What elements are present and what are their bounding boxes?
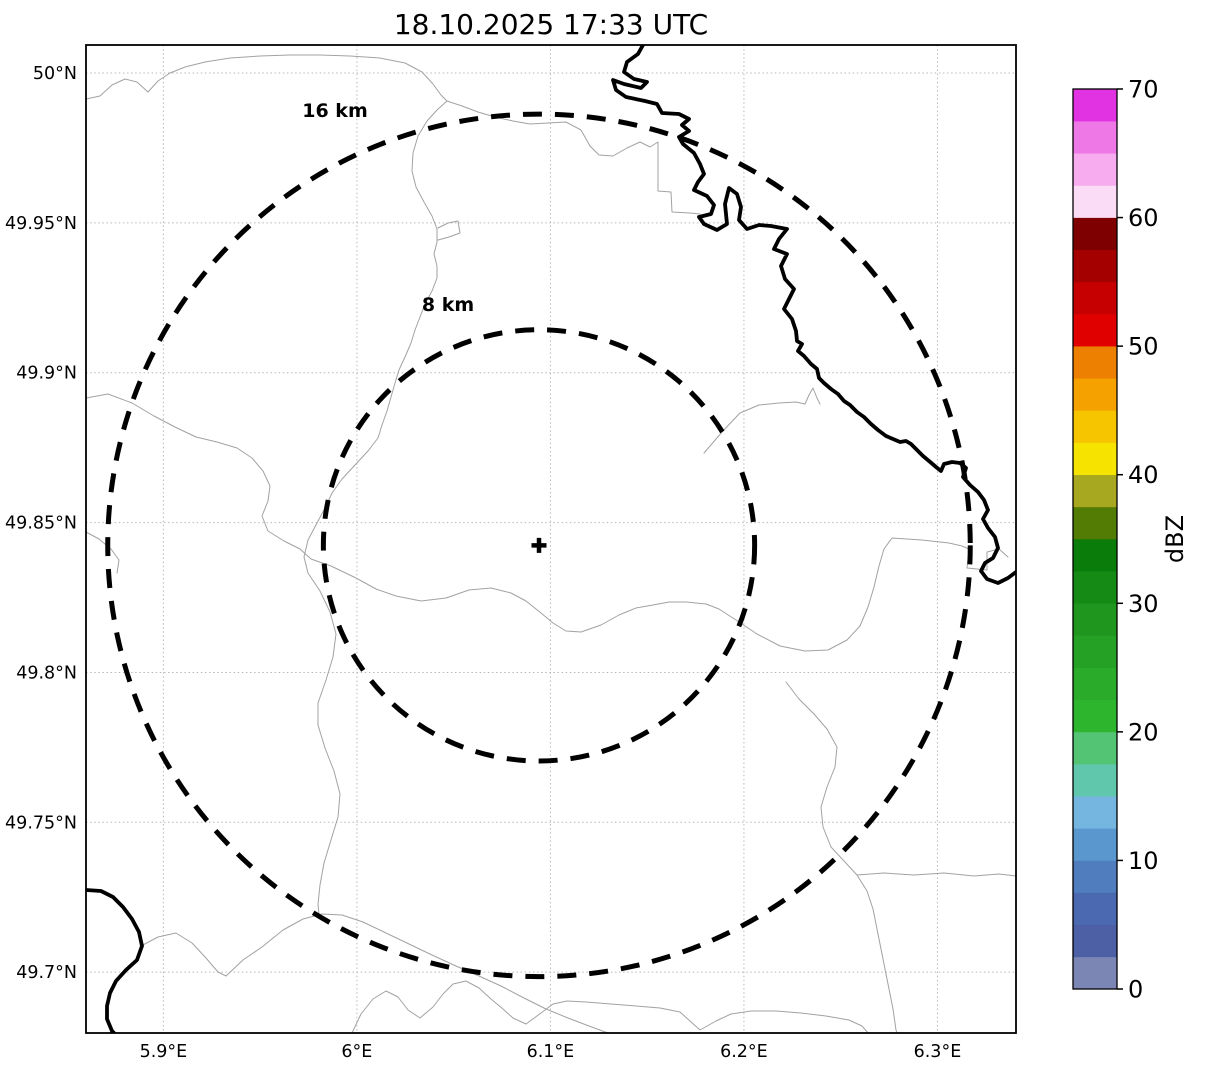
colorbar-cell	[1073, 442, 1117, 476]
colorbar-cell	[1073, 281, 1117, 315]
x-tick-label: 6.1°E	[527, 1042, 575, 1062]
colorbar-cell	[1073, 602, 1117, 636]
colorbar-tick-label: 60	[1128, 204, 1159, 232]
district-boundary-line	[703, 387, 821, 454]
colorbar-tick-label: 70	[1128, 76, 1159, 104]
colorbar-cell	[1073, 506, 1117, 540]
colorbar-cell	[1073, 827, 1117, 861]
colorbar-tick-label: 30	[1128, 590, 1159, 618]
district-boundary-line	[351, 980, 869, 1033]
colorbar-cell	[1073, 699, 1117, 733]
country-border-line	[611, 45, 1016, 585]
colorbar-unit-label: dBZ	[1161, 515, 1189, 563]
x-tick-label: 6.3°E	[914, 1042, 962, 1062]
colorbar-cell	[1073, 570, 1117, 604]
radar-center-marker	[531, 537, 547, 553]
map-frame	[85, 44, 1017, 1034]
district-boundary-line	[86, 531, 120, 574]
colorbar-cell	[1073, 474, 1117, 508]
colorbar-cell	[1073, 667, 1117, 701]
colorbar-tick-label: 50	[1128, 333, 1159, 361]
y-tick-label: 49.85°N	[5, 514, 77, 534]
colorbar-cell	[1073, 377, 1117, 411]
district-boundary-line	[437, 220, 461, 241]
colorbar-cell	[1073, 763, 1117, 797]
x-tick-label: 6°E	[341, 1042, 372, 1062]
colorbar-cell	[1073, 731, 1117, 765]
district-boundary-line	[140, 913, 609, 1033]
colorbar-cell	[1073, 313, 1117, 347]
district-boundary-line	[446, 100, 701, 215]
x-tick-label: 6.2°E	[720, 1042, 768, 1062]
range-ring-16km	[105, 111, 973, 980]
colorbar-tick-label: 20	[1128, 718, 1159, 746]
colorbar-cell	[1073, 410, 1117, 443]
colorbar-cell	[1073, 635, 1117, 668]
y-tick-label: 49.7°N	[16, 963, 77, 983]
colorbar-cell	[1073, 185, 1117, 218]
y-tick-label: 49.9°N	[16, 364, 77, 384]
colorbar-cell	[1073, 795, 1117, 829]
colorbar-cell	[1073, 152, 1117, 186]
colorbar-cell	[1073, 88, 1117, 122]
range-ring-label: 16 km	[302, 100, 368, 122]
range-ring-label: 8 km	[422, 294, 474, 316]
x-tick-label: 5.9°E	[140, 1042, 188, 1062]
y-tick-label: 49.8°N	[16, 663, 77, 683]
colorbar-cell	[1073, 892, 1117, 926]
colorbar-cell	[1073, 345, 1117, 379]
colorbar-tick-label: 0	[1128, 976, 1143, 1004]
range-ring-8km	[320, 327, 758, 764]
colorbar: 0 10 20 30 40 50 60 70 dBZ	[1072, 76, 1189, 1004]
y-tick-label: 50°N	[33, 64, 77, 84]
colorbar-cell	[1073, 538, 1117, 572]
y-tick-label: 49.95°N	[5, 214, 77, 234]
colorbar-tick-label: 10	[1128, 847, 1159, 875]
colorbar-cell	[1073, 956, 1117, 990]
colorbar-cell	[1073, 924, 1117, 958]
colorbar-cell	[1073, 217, 1117, 251]
colorbar-tick-label: 40	[1128, 461, 1159, 489]
map-plot-area: 16 km 8 km	[86, 45, 1016, 1033]
colorbar-cell	[1073, 860, 1117, 893]
district-boundary-line	[785, 681, 898, 1033]
district-boundary-line	[86, 54, 448, 916]
district-boundary-line	[856, 872, 1016, 877]
colorbar-cell	[1073, 120, 1117, 154]
country-border-line	[86, 888, 144, 1033]
district-boundary-line	[86, 393, 1009, 652]
page-title: 18.10.2025 17:33 UTC	[393, 8, 709, 41]
colorbar-cell	[1073, 249, 1117, 283]
colorbar-frame	[1072, 88, 1118, 990]
y-tick-label: 49.75°N	[5, 813, 77, 833]
